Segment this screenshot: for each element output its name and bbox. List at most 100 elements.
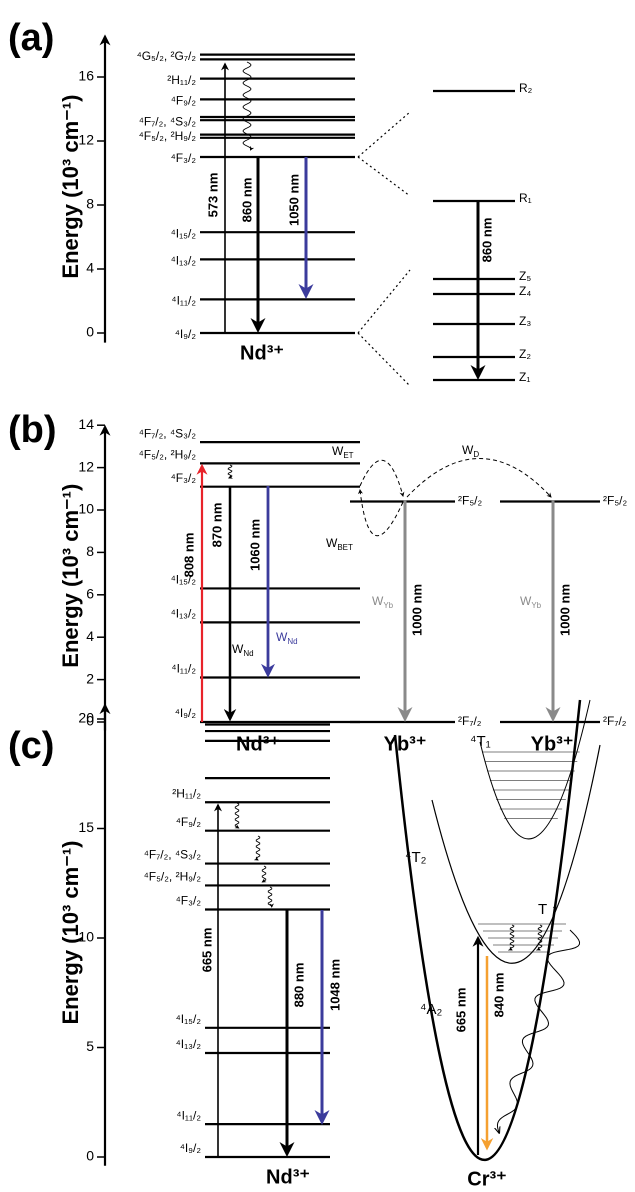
relaxation-arrow — [267, 886, 274, 908]
level-label: ⁴I₁₁/₂ — [171, 294, 196, 308]
transition-label: 1048 nm — [327, 959, 342, 1011]
tick-label: 5 — [86, 1038, 94, 1054]
transition-label: 1000 nm — [557, 584, 572, 636]
relaxation-arrow — [507, 924, 515, 951]
level-label: ⁴I₁₅/₂ — [171, 573, 197, 587]
tick-label: 15 — [78, 819, 94, 835]
tick-label: 16 — [78, 68, 94, 84]
panel-label: (b) — [8, 409, 57, 451]
zoom-guide — [357, 269, 411, 334]
transition-label: 1060 nm — [247, 519, 262, 571]
tick-label: 8 — [86, 543, 94, 559]
rate-symbol: W — [520, 594, 532, 608]
transition-label: 808 nm — [181, 533, 196, 578]
rate-symbol: W — [462, 443, 474, 457]
rate-subscript: Nd — [287, 637, 297, 646]
level-label: ⁴F₅/₂, ²H₉/₂ — [144, 870, 202, 884]
rate-subscript: Nd — [243, 649, 253, 658]
potential-curve — [431, 744, 601, 964]
tick-label: 8 — [86, 196, 94, 212]
rate-symbol: W — [232, 642, 244, 656]
transition-label: 860 nm — [239, 178, 254, 223]
relaxation-arrow — [261, 865, 267, 883]
level-label: ⁴G₅/₂, ²G₇/₂ — [137, 49, 197, 63]
rate-label: WNd — [232, 642, 254, 658]
tick-label: 14 — [78, 416, 94, 432]
axis-label: Energy (10³ cm⁻¹) — [58, 484, 83, 668]
level-label: ⁴I₁₅/₂ — [171, 226, 197, 240]
transition-label: 665 nm — [453, 988, 468, 1033]
transition-label: 870 nm — [209, 503, 224, 548]
level-label: ⁴I₁₃/₂ — [176, 1037, 202, 1051]
tick-label: 4 — [86, 260, 94, 276]
rate-label: WNd — [276, 630, 298, 646]
relaxation-arrow — [497, 929, 581, 1132]
rate-symbol: W — [372, 594, 384, 608]
level-label: ⁴I₁₃/₂ — [171, 254, 197, 268]
stark-label: Z₃ — [519, 314, 531, 328]
transition-label: 840 nm — [491, 973, 506, 1018]
level-label: ⁴F₇/₂, ⁴S₃/₂ — [139, 114, 197, 128]
state-label: ⁴T₂ — [405, 849, 427, 866]
level-label: ²F₅/₂ — [458, 494, 482, 508]
relaxation-arrow — [234, 802, 240, 829]
transition-label: 665 nm — [199, 928, 214, 973]
tick-label: 0 — [86, 1148, 94, 1164]
tick-label: 12 — [78, 458, 94, 474]
rate-subscript: ET — [343, 451, 353, 460]
rate-label: WYb — [520, 594, 542, 610]
tick-label: 6 — [86, 586, 94, 602]
transition-label: 573 nm — [205, 173, 220, 218]
temperature-note: T ↑ — [538, 901, 559, 918]
level-label: ⁴I₉/₂ — [180, 1141, 202, 1155]
level-label: ⁴F₃/₂ — [171, 471, 197, 485]
stark-label: Z₁ — [519, 370, 530, 384]
level-label: ⁴F₅/₂, ²H₉/₂ — [139, 448, 197, 462]
level-label: ²F₇/₂ — [603, 714, 627, 728]
axis-label: Energy (10³ cm⁻¹) — [58, 95, 83, 279]
panel-label: (a) — [8, 17, 54, 59]
relaxation-arrow — [535, 924, 543, 951]
rate-label: WYb — [372, 594, 394, 610]
potential-curve — [479, 699, 591, 840]
rate-symbol: W — [326, 536, 338, 550]
panel-label: (c) — [8, 725, 54, 767]
ion-label: Yb³⁺ — [531, 733, 574, 755]
stark-label: Z₄ — [519, 284, 531, 298]
potential-curve — [393, 699, 582, 1161]
tick-label: 12 — [78, 132, 94, 148]
level-label: ²F₅/₂ — [603, 494, 627, 508]
energy-transfer — [357, 489, 404, 536]
ion-label: Yb³⁺ — [384, 733, 427, 755]
ion-label: Nd³⁺ — [240, 342, 284, 364]
level-label: ⁴I₁₃/₂ — [171, 607, 197, 621]
level-label: ⁴F₃/₂ — [171, 151, 197, 165]
zoom-guide — [357, 156, 411, 197]
axis-label: Energy (10³ cm⁻¹) — [58, 841, 83, 1025]
stark-label: R₁ — [519, 191, 532, 205]
level-label: ⁴I₉/₂ — [175, 706, 197, 720]
rate-label: WD — [462, 443, 479, 459]
zoom-guide — [357, 332, 411, 387]
ion-label: Cr³⁺ — [467, 1168, 506, 1190]
transition-label: 1050 nm — [286, 174, 301, 226]
tick-label: 20 — [78, 710, 94, 726]
ion-label: Nd³⁺ — [236, 733, 280, 755]
stark-label: Z₂ — [519, 347, 531, 361]
zoom-guide — [357, 111, 411, 158]
stark-label: Z₅ — [519, 269, 531, 283]
rate-symbol: W — [276, 630, 288, 644]
level-label: ⁴F₃/₂ — [176, 894, 202, 908]
level-label: ⁴I₉/₂ — [175, 327, 197, 341]
tick-label: 4 — [86, 628, 94, 644]
state-label: ⁴A₂ — [420, 1001, 442, 1018]
transition-label: 1000 nm — [409, 584, 424, 636]
transition-label: 860 nm — [479, 218, 494, 263]
level-label: ⁴I₁₁/₂ — [171, 662, 196, 676]
rate-label: WBET — [326, 536, 353, 552]
level-label: ⁴F₅/₂, ²H₉/₂ — [139, 129, 197, 143]
energy-transfer — [406, 458, 552, 498]
rate-subscript: Yb — [531, 601, 541, 610]
